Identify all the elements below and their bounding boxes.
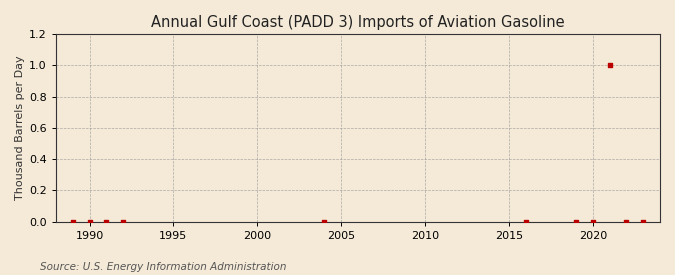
Text: Source: U.S. Energy Information Administration: Source: U.S. Energy Information Administ… [40,262,287,272]
Point [604,63,615,67]
Point [117,219,128,224]
Point [319,219,330,224]
Point [84,219,95,224]
Point [587,219,598,224]
Point [101,219,111,224]
Point [68,219,78,224]
Point [570,219,581,224]
Point [621,219,632,224]
Point [520,219,531,224]
Y-axis label: Thousand Barrels per Day: Thousand Barrels per Day [15,56,25,200]
Point [638,219,649,224]
Title: Annual Gulf Coast (PADD 3) Imports of Aviation Gasoline: Annual Gulf Coast (PADD 3) Imports of Av… [151,15,565,30]
